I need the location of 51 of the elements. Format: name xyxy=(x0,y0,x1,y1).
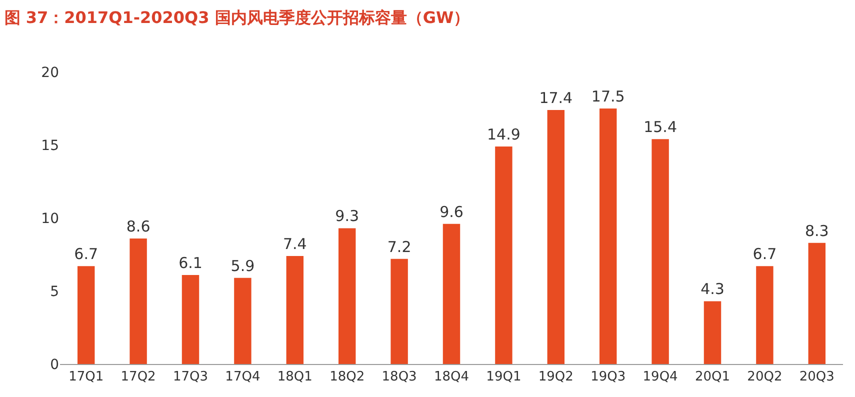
x-tick-label: 18Q2 xyxy=(330,370,365,385)
y-tick-label: 15 xyxy=(41,138,59,154)
x-tick-label: 20Q3 xyxy=(799,370,834,385)
data-label: 14.9 xyxy=(486,125,520,144)
data-label: 9.3 xyxy=(335,207,360,226)
bar xyxy=(77,266,95,364)
bar xyxy=(338,228,356,364)
bar xyxy=(808,242,826,364)
y-tick-label: 0 xyxy=(50,356,59,373)
x-tick-label: 19Q2 xyxy=(538,370,574,385)
bar xyxy=(286,256,304,364)
x-tick-label: 17Q4 xyxy=(225,370,260,385)
bar xyxy=(547,110,565,364)
bar xyxy=(704,301,722,364)
data-label: 6.7 xyxy=(74,245,98,264)
bar xyxy=(234,278,252,364)
y-tick-label: 10 xyxy=(41,210,59,227)
x-tick-label: 18Q3 xyxy=(382,370,417,385)
bar xyxy=(599,108,617,364)
data-label: 7.2 xyxy=(387,238,412,256)
bar xyxy=(756,266,774,364)
data-label: 17.5 xyxy=(591,88,625,106)
y-tick-label: 20 xyxy=(41,64,59,81)
data-label: 8.3 xyxy=(804,222,829,240)
bar xyxy=(495,146,512,364)
bar xyxy=(390,258,408,364)
bar xyxy=(182,274,200,364)
chart-title: 图 37：2017Q1-2020Q3 国内风电季度公开招标容量（GW） xyxy=(4,8,470,28)
x-tick-label: 18Q4 xyxy=(434,370,470,385)
x-tick-label: 18Q1 xyxy=(277,370,312,385)
x-tick-label: 17Q1 xyxy=(68,370,104,385)
data-label: 5.9 xyxy=(230,256,255,275)
y-tick-label: 5 xyxy=(50,284,59,300)
data-label: 6.7 xyxy=(752,245,777,264)
x-tick-label: 19Q1 xyxy=(486,370,522,385)
x-tick-label: 17Q3 xyxy=(172,370,208,385)
data-label: 8.6 xyxy=(126,217,150,236)
x-tick-label: 17Q2 xyxy=(120,370,156,385)
x-tick-label: 20Q1 xyxy=(694,370,730,385)
x-tick-label: 20Q2 xyxy=(747,370,782,385)
bar xyxy=(130,238,147,364)
x-tick-label: 19Q4 xyxy=(642,370,678,385)
data-label: 17.4 xyxy=(539,88,573,107)
x-tick-label: 19Q3 xyxy=(590,370,626,385)
data-label: 15.4 xyxy=(644,118,678,136)
bar xyxy=(652,139,669,364)
bar xyxy=(442,224,460,364)
data-label: 6.1 xyxy=(178,254,202,272)
data-label: 4.3 xyxy=(700,280,724,298)
data-label: 9.6 xyxy=(440,202,464,221)
data-label: 7.4 xyxy=(282,234,307,253)
